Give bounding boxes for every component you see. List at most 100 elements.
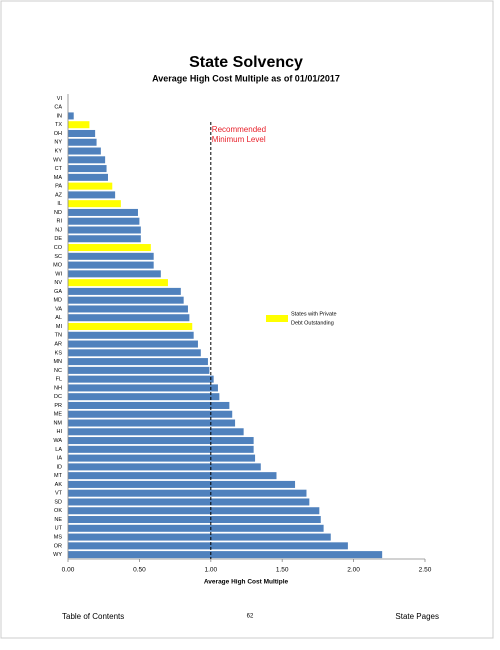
- bar: [68, 533, 331, 541]
- y-tick-label: AK: [55, 482, 63, 488]
- y-tick-label: KS: [55, 350, 63, 356]
- footer-link[interactable]: State Pages: [395, 612, 439, 621]
- bar: [68, 261, 154, 269]
- bar: [68, 156, 106, 164]
- y-tick-label: NH: [54, 385, 62, 391]
- y-tick-label: RI: [57, 219, 63, 225]
- y-tick-label: IN: [57, 113, 63, 119]
- bar: [68, 349, 201, 357]
- bar: [68, 129, 96, 137]
- y-tick-label: MS: [54, 535, 63, 541]
- bar: [68, 366, 210, 374]
- y-tick-label: AR: [54, 342, 62, 348]
- x-tick-label: 0.00: [62, 567, 75, 574]
- y-tick-label: LA: [55, 447, 62, 453]
- bar: [68, 191, 116, 199]
- y-tick-label: TN: [55, 333, 62, 339]
- y-tick-label: FL: [56, 377, 62, 383]
- y-tick-label: KY: [55, 148, 63, 154]
- bar: [68, 384, 218, 392]
- y-tick-label: VA: [55, 306, 62, 312]
- bar: [68, 235, 141, 243]
- bar: [68, 226, 141, 234]
- y-tick-label: PA: [55, 184, 62, 190]
- y-tick-label: HI: [57, 429, 63, 435]
- bar: [68, 419, 236, 427]
- bar: [68, 314, 190, 322]
- bar: [68, 516, 321, 524]
- bar: [68, 498, 310, 506]
- bar: [68, 437, 254, 445]
- bar: [68, 252, 154, 260]
- bar: [68, 322, 193, 331]
- y-tick-label: OH: [54, 131, 62, 137]
- bar: [68, 401, 230, 409]
- y-tick-label: NM: [53, 420, 62, 426]
- y-tick-label: NJ: [55, 227, 62, 233]
- bar: [68, 375, 214, 383]
- bar: [68, 296, 184, 304]
- legend-label: Debt Outstanding: [291, 320, 334, 326]
- bar: [68, 472, 277, 480]
- bar: [68, 208, 138, 216]
- y-tick-label: WV: [53, 157, 62, 163]
- y-tick-label: MI: [56, 324, 63, 330]
- chart-subtitle: Average High Cost Multiple as of 01/01/2…: [152, 73, 340, 83]
- y-tick-label: NC: [54, 368, 62, 374]
- y-tick-label: VT: [55, 491, 63, 497]
- bar: [68, 551, 383, 559]
- bar: [68, 428, 244, 436]
- y-tick-label: AZ: [55, 192, 63, 198]
- bar: [68, 173, 108, 181]
- y-tick-label: CO: [54, 245, 63, 251]
- bar: [68, 112, 74, 120]
- bar: [68, 463, 261, 471]
- legend-swatch: [266, 315, 288, 322]
- y-tick-label: AL: [55, 315, 62, 321]
- x-tick-label: 2.50: [419, 567, 432, 574]
- y-tick-label: WI: [55, 271, 62, 277]
- y-tick-label: NE: [54, 517, 62, 523]
- y-tick-label: WY: [53, 552, 62, 558]
- bar: [68, 270, 161, 278]
- y-tick-label: CA: [54, 105, 62, 111]
- bar: [68, 340, 198, 348]
- bar: [68, 279, 168, 287]
- y-tick-label: ME: [54, 412, 63, 418]
- bar: [68, 331, 194, 339]
- bar: [68, 305, 188, 313]
- bar: [68, 507, 320, 515]
- y-tick-label: MD: [53, 298, 62, 304]
- y-tick-label: ND: [54, 210, 62, 216]
- y-tick-label: OR: [54, 543, 62, 549]
- bar: [68, 217, 140, 225]
- x-tick-label: 1.50: [276, 567, 289, 574]
- x-tick-label: 2.00: [347, 567, 360, 574]
- y-tick-label: NV: [54, 280, 62, 286]
- y-tick-label: SC: [54, 254, 62, 260]
- y-tick-label: MT: [54, 473, 63, 479]
- y-tick-label: DE: [54, 236, 62, 242]
- y-tick-label: IL: [57, 201, 62, 207]
- y-tick-label: SD: [54, 499, 62, 505]
- y-tick-label: NY: [54, 140, 62, 146]
- y-tick-label: PR: [54, 403, 62, 409]
- y-tick-label: WA: [53, 438, 62, 444]
- y-tick-label: CT: [55, 166, 63, 172]
- bar: [68, 454, 256, 462]
- x-tick-label: 0.50: [133, 567, 146, 574]
- bar: [68, 200, 121, 208]
- bar: [68, 480, 296, 488]
- y-tick-label: UT: [55, 526, 63, 532]
- bar: [68, 121, 90, 129]
- bar: [68, 445, 254, 453]
- y-tick-label: MA: [54, 175, 63, 181]
- y-tick-label: TX: [55, 122, 62, 128]
- bar: [68, 182, 113, 190]
- footer-link[interactable]: Table of Contents: [62, 612, 124, 621]
- bar: [68, 393, 220, 401]
- reference-label: Minimum Level: [212, 135, 266, 144]
- bar: [68, 524, 324, 532]
- page-number: 62: [247, 614, 254, 620]
